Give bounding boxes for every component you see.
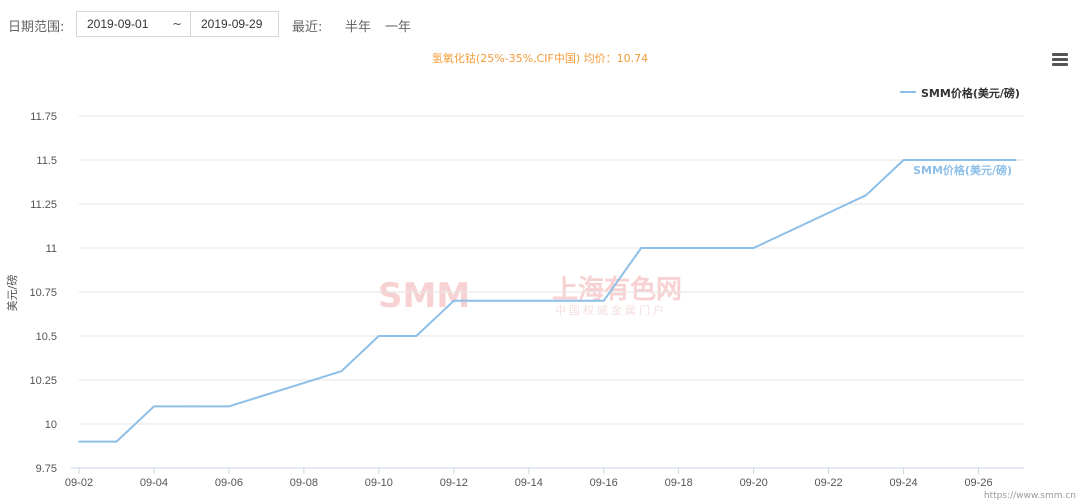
data-point [190, 405, 193, 408]
data-point [677, 247, 680, 249]
x-tick-label: 09-20 [740, 477, 768, 489]
date-range-label: 日期范围: [8, 20, 65, 35]
x-tick-label: 09-24 [889, 477, 917, 489]
y-tick-label: 10.75 [29, 287, 57, 299]
y-tick-label: 10.5 [36, 331, 57, 343]
x-tick-label: 09-12 [440, 477, 468, 489]
y-tick-label: 10 [45, 419, 57, 431]
series-layer: SMM价格(美元/磅) [78, 159, 1017, 443]
data-point [715, 247, 717, 249]
y-axis-label: 美元/磅 [5, 275, 19, 312]
data-point [415, 335, 418, 337]
data-point [453, 300, 455, 302]
x-tick-label: 09-22 [815, 477, 843, 489]
legend-label: SMM价格(美元/磅) [921, 87, 1020, 100]
y-axis-ticks: 9.75 10 10.25 10.5 10.75 11 11.25 11.5 11.75 [29, 111, 57, 475]
y-tick-label: 11.25 [30, 199, 57, 211]
data-point [1015, 159, 1017, 161]
footer-url: https://www.smm.cn [983, 491, 1076, 501]
data-point [340, 370, 343, 373]
y-tick-label: 11.75 [30, 111, 57, 123]
x-tick-label: 09-08 [290, 477, 318, 489]
y-tick-label: 9.75 [36, 463, 57, 475]
data-point [228, 405, 230, 408]
data-point [602, 300, 605, 302]
end-date-input[interactable]: 2019-09-29 [190, 11, 279, 37]
one-year-button[interactable]: 一年 [385, 20, 412, 35]
data-point [752, 247, 755, 249]
grid-lines [79, 115, 1024, 469]
y-tick-label: 11.5 [36, 155, 57, 167]
x-tick-label: 09-16 [590, 477, 618, 489]
hamburger-menu-icon[interactable] [1052, 53, 1068, 67]
chart-title: 氢氧化钴(25%-35%,CIF中国) 均价：10.74 [431, 52, 649, 65]
y-tick-label: 10.25 [29, 375, 57, 387]
x-axis: 09-02 09-04 09-06 09-08 09-10 09-12 09-14 09-16… [65, 467, 1024, 489]
toolbar: 日期范围: 2019-09-01 ~ 2019-09-29 最近: 半年 一年 [0, 0, 1080, 50]
series-end-label: SMM价格(美元/磅) [913, 163, 1012, 177]
data-point [378, 335, 380, 337]
data-point [78, 440, 80, 443]
x-tick-label: 09-02 [65, 477, 93, 489]
data-point [865, 194, 867, 196]
x-tick-label: 09-10 [365, 477, 393, 489]
x-tick-label: 09-18 [665, 477, 693, 489]
x-tick-label: 09-26 [964, 477, 992, 489]
data-point [977, 159, 980, 161]
data-point [115, 440, 118, 443]
x-tick-label: 09-14 [515, 477, 543, 489]
series-line [79, 159, 1016, 443]
y-tick-label: 11 [46, 243, 57, 255]
smm-watermark: SMM 上海有色网 中国权威金属门户 [378, 274, 682, 317]
data-point [153, 405, 155, 408]
legend-swatch [900, 91, 916, 93]
recent-label: 最近: [292, 20, 323, 35]
half-year-button[interactable]: 半年 [345, 20, 372, 35]
data-point [640, 247, 642, 249]
x-tick-label: 09-04 [140, 477, 168, 489]
date-separator: ~ [164, 11, 190, 37]
x-tick-label: 09-06 [215, 477, 243, 489]
data-point [940, 159, 942, 161]
watermark-sub: 中国权威金属门户 [555, 303, 667, 317]
data-point [902, 159, 905, 161]
watermark-brand: SMM [378, 276, 470, 316]
